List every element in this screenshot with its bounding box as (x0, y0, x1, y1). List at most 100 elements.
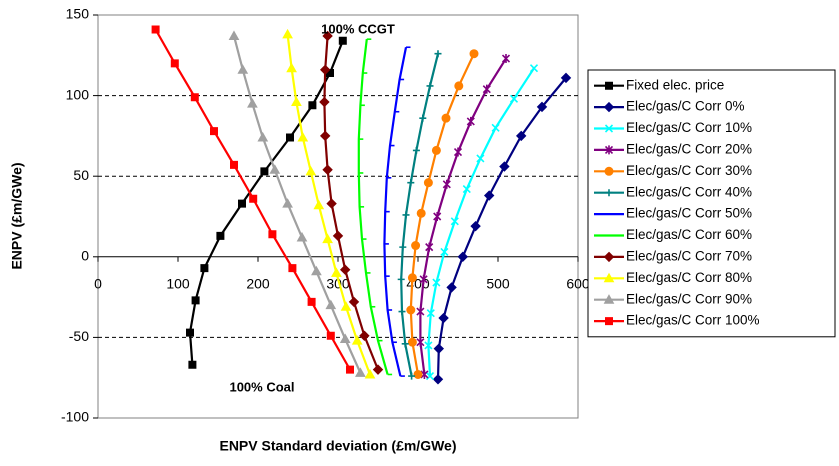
point (190, 93, 199, 102)
point (560, 72, 572, 84)
legend-label: Elec/gas/C Corr 20% (626, 141, 752, 156)
point (355, 367, 366, 377)
point (476, 154, 485, 163)
point (307, 297, 316, 306)
point (491, 123, 500, 132)
point (308, 101, 317, 110)
point (440, 247, 449, 257)
point (408, 372, 416, 380)
point (210, 127, 218, 136)
point (425, 242, 434, 252)
legend-marker (605, 81, 613, 90)
point (188, 360, 197, 369)
x-tick-label: 200 (246, 276, 270, 292)
point (326, 331, 335, 340)
y-tick-label: 50 (73, 167, 89, 183)
point (286, 62, 297, 73)
point (407, 179, 415, 187)
legend-marker (603, 101, 615, 113)
point (462, 185, 471, 194)
legend-label: Elec/gas/C Corr 80% (626, 270, 752, 285)
point (326, 198, 337, 209)
point (416, 307, 425, 317)
annotation: 100% CCGT (321, 21, 395, 36)
point (228, 30, 240, 40)
point (536, 101, 548, 113)
point (401, 340, 409, 348)
legend-marker (603, 294, 615, 304)
annotation: 100% Coal (229, 379, 294, 394)
point (433, 343, 445, 354)
legend-label: Elec/gas/C Corr 10% (626, 120, 752, 135)
point (291, 96, 302, 107)
legend-marker (604, 145, 614, 155)
y-tick-label: -50 (69, 328, 89, 344)
point (416, 208, 426, 218)
point (191, 296, 200, 305)
point (432, 278, 441, 287)
point (319, 130, 331, 142)
point (269, 164, 281, 174)
legend-marker (604, 124, 614, 133)
point (325, 299, 337, 310)
point (230, 160, 238, 169)
legend-marker (605, 189, 613, 197)
point (466, 116, 475, 126)
point (313, 199, 325, 210)
point (470, 220, 481, 232)
point (288, 264, 297, 273)
y-tick-label: 150 (66, 6, 90, 22)
point (322, 164, 333, 175)
point (420, 369, 429, 379)
point (482, 84, 491, 94)
point (529, 64, 539, 73)
point (338, 36, 347, 45)
point (372, 364, 384, 375)
plot-area (97, 14, 579, 419)
point (426, 82, 434, 90)
point (364, 368, 376, 379)
legend-marker (603, 272, 615, 283)
x-tick-label: 300 (326, 276, 350, 292)
point (446, 282, 457, 293)
point (407, 337, 417, 347)
point (515, 130, 527, 142)
legend-label: Elec/gas/C Corr 0% (626, 99, 745, 114)
point (296, 231, 308, 242)
point (151, 25, 160, 34)
point (423, 178, 433, 188)
legend-marker (604, 166, 614, 176)
point (170, 59, 179, 68)
point (322, 233, 333, 244)
point (348, 296, 360, 308)
point (216, 231, 225, 240)
point (509, 94, 519, 103)
point (331, 267, 342, 277)
point (305, 165, 317, 176)
point (411, 241, 421, 251)
point (340, 301, 352, 311)
point (186, 328, 194, 337)
legend-marker (603, 251, 615, 263)
point (407, 273, 417, 283)
point (501, 54, 511, 64)
legend-label: Elec/gas/C Corr 90% (626, 291, 752, 306)
point (297, 131, 309, 142)
point (469, 49, 479, 59)
legend-label: Elec/gas/C Corr 70% (626, 248, 752, 263)
y-tick-label: -100 (61, 409, 89, 425)
legend-label: Elec/gas/C Corr 100% (626, 313, 760, 328)
point (441, 113, 451, 123)
point (450, 217, 459, 226)
point (412, 146, 420, 154)
point (438, 312, 449, 324)
point (339, 333, 351, 344)
y-tick-label: 100 (66, 86, 90, 102)
point (483, 190, 495, 201)
point (419, 114, 427, 122)
y-axis-title: ENPV (£m/GWe) (9, 162, 25, 269)
legend-box (587, 69, 836, 338)
point (457, 251, 469, 263)
point (286, 133, 294, 142)
